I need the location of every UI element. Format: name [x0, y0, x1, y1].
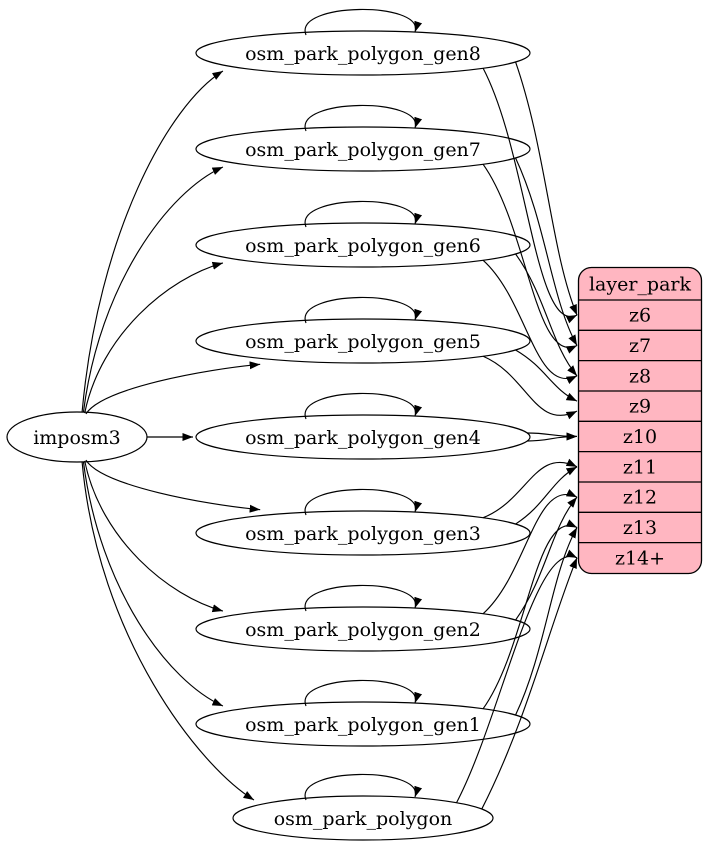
table-label-osm_park_polygon_gen2: osm_park_polygon_gen2: [245, 619, 481, 641]
self-loop-osm_park_polygon_gen3: [304, 488, 422, 516]
layer-row-z9: z9: [629, 396, 651, 418]
table-label-osm_park_polygon_gen8: osm_park_polygon_gen8: [245, 43, 481, 65]
edge-osm_park_polygon_gen5-to-z9: [515, 349, 578, 402]
edge-osm_park_polygon_gen6-to-z8: [515, 253, 578, 377]
table-ellipse-osm_park_polygon_gen7: [195, 126, 531, 172]
self-loop-osm_park_polygon_gen5: [304, 296, 422, 324]
table-ellipse-osm_park_polygon_gen4: [195, 414, 531, 460]
table-label-osm_park_polygon_gen1: osm_park_polygon_gen1: [245, 714, 481, 736]
edge-imposm3-to-osm_park_polygon_gen6: [84, 261, 224, 414]
self-loop-osm_park_polygon_gen4: [304, 392, 422, 420]
edge-osm_park_polygon_gen7-to-z7: [515, 157, 578, 346]
table-label-osm_park_polygon_gen5: osm_park_polygon_gen5: [245, 331, 481, 353]
table-label-osm_park_polygon_gen4: osm_park_polygon_gen4: [245, 427, 481, 449]
edge-osm_park_polygon_gen1-to-z13: [482, 519, 578, 710]
table-node-osm_park_polygon_gen1: osm_park_polygon_gen1: [195, 701, 531, 747]
edge-osm_park_polygon_gen5-to-z9: [482, 355, 578, 420]
layer-park-frame: [577, 266, 703, 575]
layer-row-z11: z11: [623, 456, 657, 478]
layer-row-z14+: z14+: [615, 547, 665, 569]
table-ellipse-osm_park_polygon_gen1: [195, 701, 531, 747]
table-node-osm_park_polygon_gen3: osm_park_polygon_gen3: [195, 510, 531, 556]
table-node-osm_park_polygon_gen5: osm_park_polygon_gen5: [195, 318, 531, 364]
table-label-osm_park_polygon_gen3: osm_park_polygon_gen3: [245, 523, 481, 545]
layer-park-node: layer_park z6 z7 z8 z9 z10 z11 z12 z13 z14+: [577, 266, 703, 575]
table-node-osm_park_polygon_gen6: osm_park_polygon_gen6: [195, 222, 531, 268]
self-loop-osm_park_polygon_gen1: [304, 679, 422, 707]
edge-imposm3-to-osm_park_polygon_gen1: [82, 461, 224, 707]
edge-osm_park_polygon_gen2-to-z12: [515, 496, 578, 621]
table-node-osm_park_polygon_gen2: osm_park_polygon_gen2: [195, 606, 531, 652]
edge-osm_park_polygon_gen2-to-z12: [482, 489, 578, 615]
edge-osm_park_polygon_gen4-to-z10: [526, 432, 578, 441]
edge-imposm3-to-osm_park_polygon_gen3: [85, 459, 261, 513]
edge-imposm3-to-osm_park_polygon_gen8: [81, 70, 224, 413]
table-ellipse-osm_park_polygon_gen2: [195, 606, 531, 652]
table-ellipse-osm_park_polygon_gen6: [195, 222, 531, 268]
table-ellipse-osm_park_polygon_gen5: [195, 318, 531, 364]
edge-osm_park_polygon_gen7-to-z7: [482, 163, 578, 354]
table-node-osm_park_polygon_gen8: osm_park_polygon_gen8: [195, 30, 531, 76]
self-loop-osm_park_polygon_gen7: [304, 104, 422, 132]
table-ellipse-osm_park_polygon_gen3: [195, 510, 531, 556]
layer-row-z12: z12: [623, 487, 657, 509]
edge-osm_park_polygon_gen8-to-z6: [482, 68, 578, 324]
edge-osm_park_polygon_gen1-to-z13: [515, 527, 578, 716]
edge-osm_park_polygon_gen4-to-z10: [526, 432, 578, 442]
layer-park-title: layer_park: [589, 274, 692, 296]
layer-row-z6: z6: [629, 305, 651, 327]
table-node-osm_park_polygon_gen7: osm_park_polygon_gen7: [195, 126, 531, 172]
table-label-osm_park_polygon: osm_park_polygon: [274, 808, 453, 830]
edge-imposm3-to-osm_park_polygon: [81, 461, 255, 801]
table-ellipse-osm_park_polygon_gen8: [195, 30, 531, 76]
edge-osm_park_polygon-to-z14plus: [456, 549, 578, 803]
edge-osm_park_polygon_gen8-to-z6: [515, 61, 578, 316]
edge-osm_park_polygon-to-z14plus: [481, 557, 578, 810]
edge-imposm3-to-osm_park_polygon_gen2: [84, 460, 224, 613]
edge-osm_park_polygon_gen3-to-z11: [515, 466, 578, 525]
layer-row-z8: z8: [629, 365, 651, 387]
edge-osm_park_polygon_gen3-to-z11: [482, 458, 578, 519]
self-loop-osm_park_polygon: [304, 773, 422, 801]
self-loop-osm_park_polygon_gen6: [304, 200, 422, 228]
layer-row-z13: z13: [623, 517, 657, 539]
edge-osm_park_polygon_gen6-to-z8: [482, 259, 578, 384]
table-label-osm_park_polygon_gen6: osm_park_polygon_gen6: [245, 235, 481, 257]
edge-imposm3-to-osm_park_polygon_gen7: [82, 166, 224, 413]
layer-row-z7: z7: [629, 335, 651, 357]
self-loop-osm_park_polygon_gen8: [304, 8, 422, 36]
table-label-osm_park_polygon_gen7: osm_park_polygon_gen7: [245, 139, 481, 161]
imposm3-label: imposm3: [33, 427, 121, 449]
layer-row-z10: z10: [623, 426, 657, 448]
table-node-osm_park_polygon_gen4: osm_park_polygon_gen4: [195, 414, 531, 460]
imposm3-node: imposm3: [6, 411, 148, 463]
table-ellipse-osm_park_polygon: [232, 795, 494, 841]
table-node-osm_park_polygon: osm_park_polygon: [232, 795, 494, 841]
edge-imposm3-to-osm_park_polygon_gen5: [85, 361, 261, 415]
self-loop-osm_park_polygon_gen2: [304, 584, 422, 612]
